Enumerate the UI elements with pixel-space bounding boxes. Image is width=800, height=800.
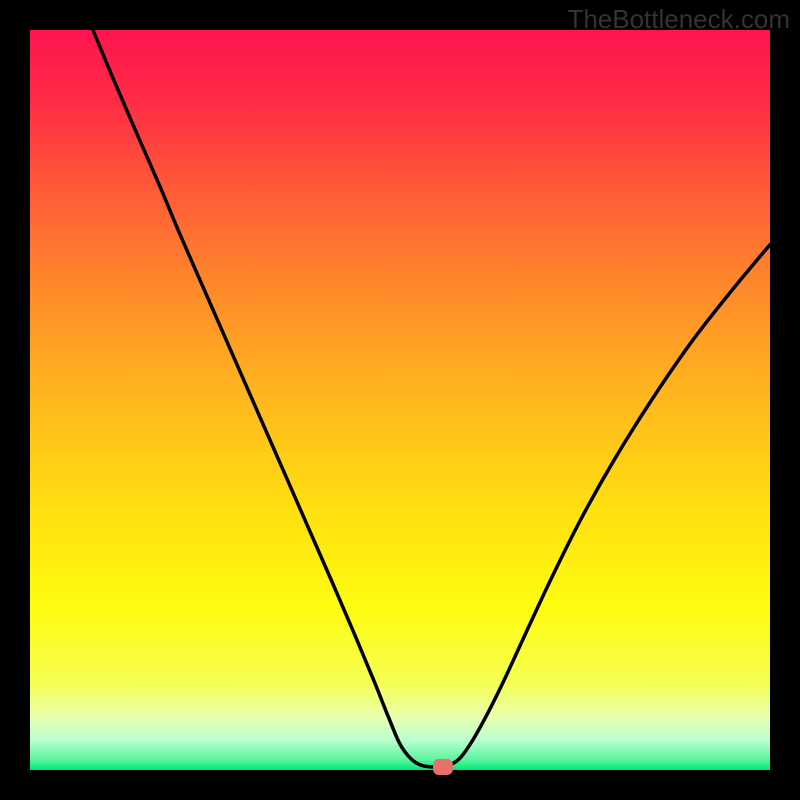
watermark-text: TheBottleneck.com <box>567 4 790 35</box>
bottleneck-marker <box>433 759 453 775</box>
bottleneck-chart <box>0 0 800 800</box>
